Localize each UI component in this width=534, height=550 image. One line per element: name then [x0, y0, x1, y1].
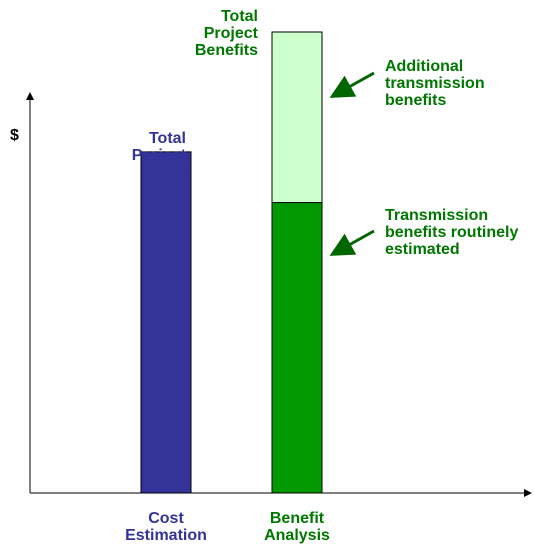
y-axis-label: $ — [10, 127, 19, 144]
series-label: Transmission benefits routinely estimate… — [385, 207, 519, 258]
x-tick-label: Cost Estimation — [125, 510, 207, 544]
arrow — [329, 71, 375, 98]
x-tick-label: Benefit Analysis — [264, 510, 330, 544]
series-label: Total Project Cost — [131, 130, 186, 181]
annotation: Total Project Benefits — [194, 8, 258, 59]
bar-segment — [271, 31, 323, 204]
series-label: Additional transmission benefits — [385, 58, 485, 109]
arrow — [329, 229, 375, 256]
bar-segment — [271, 202, 323, 494]
bar-segment — [140, 151, 192, 494]
